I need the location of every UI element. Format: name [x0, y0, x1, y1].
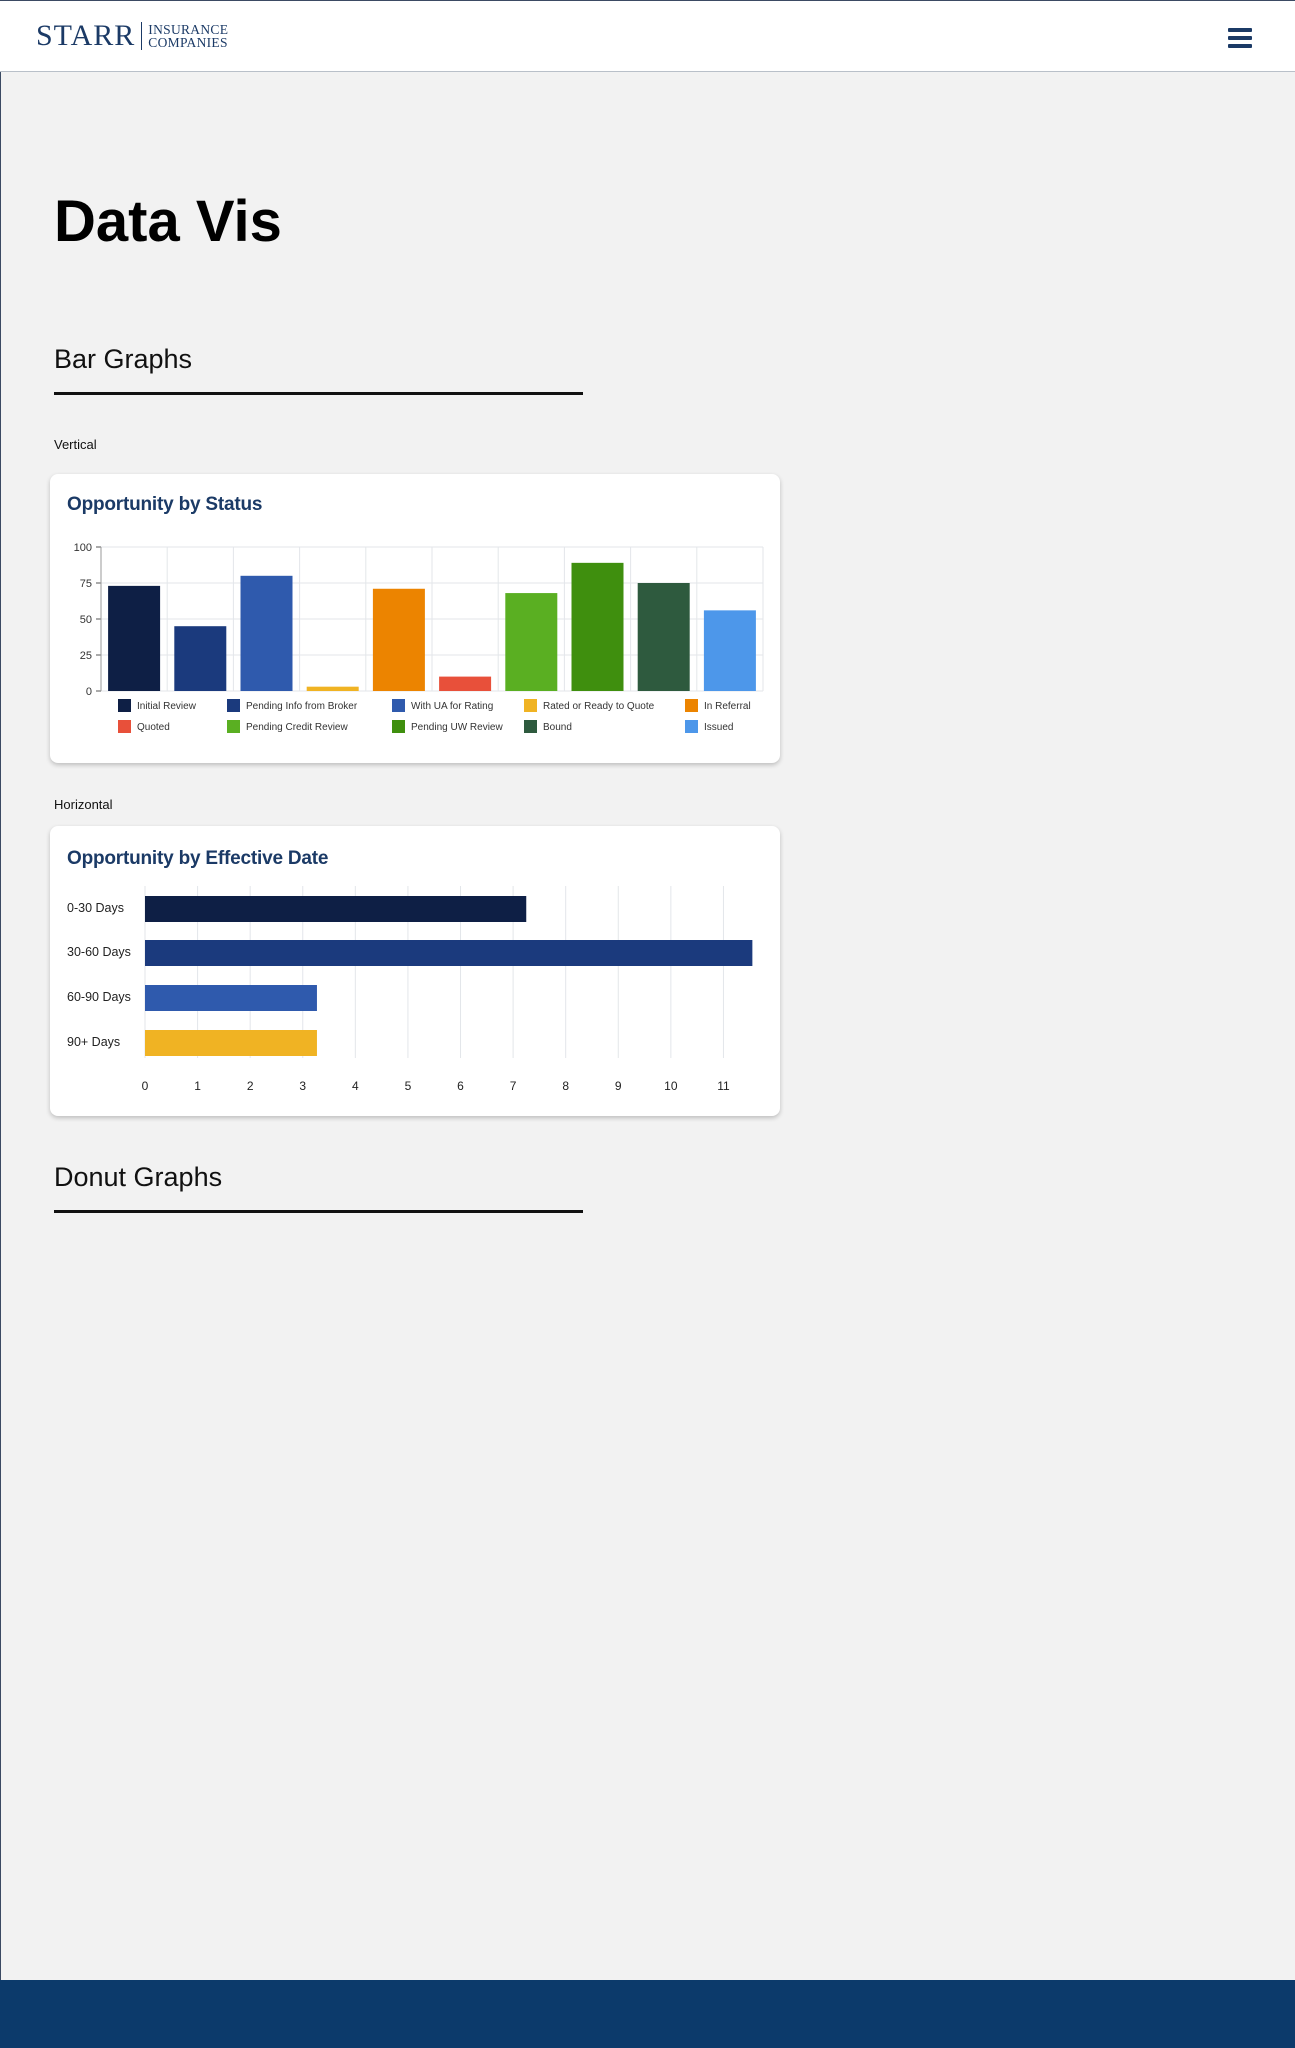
bar — [174, 626, 227, 691]
logo-subtitle: INSURANCE COMPANIES — [148, 22, 229, 50]
legend-swatch — [118, 720, 131, 733]
x-tick-label: 8 — [562, 1079, 569, 1093]
logo-subtitle-line1: INSURANCE — [148, 22, 229, 37]
logo-divider — [141, 22, 143, 50]
logo-subtitle-line2: COMPANIES — [148, 35, 228, 50]
legend-swatch — [392, 699, 405, 712]
x-tick-label: 2 — [247, 1079, 254, 1093]
horizontal-label: Horizontal — [54, 797, 113, 812]
y-tick-label: 25 — [80, 650, 92, 662]
bar — [145, 896, 527, 922]
section-heading-donut-graphs: Donut Graphs — [54, 1162, 223, 1192]
bar — [145, 940, 753, 966]
legend-label: Pending Info from Broker — [246, 701, 358, 712]
x-tick-label: 7 — [510, 1079, 517, 1093]
bar — [505, 593, 558, 691]
legend-swatch — [685, 720, 698, 733]
bar — [145, 1030, 317, 1056]
site-header: STARR INSURANCE COMPANIES — [0, 0, 1295, 72]
legend-label: Quoted — [137, 722, 170, 733]
bar — [571, 562, 624, 691]
section-divider — [54, 392, 583, 395]
vertical-bar-chart: 0 25 50 75 100 Initial Review Pending Info fro… — [74, 542, 764, 733]
bar — [145, 985, 317, 1011]
legend-label: Issued — [704, 722, 733, 733]
y-tick-label: 75 — [80, 578, 92, 590]
legend-label: Initial Review — [137, 701, 197, 712]
y-category-label: 60-90 Days — [67, 990, 131, 1004]
legend-swatch — [524, 699, 537, 712]
horizontal-bar-chart-card: Opportunity by Effective Date 0 1 2 3 4 5 6 7 8 9… — [50, 826, 780, 1116]
x-tick-label: 3 — [299, 1079, 306, 1093]
y-tick-label: 100 — [74, 542, 92, 554]
y-category-label: 90+ Days — [67, 1035, 120, 1049]
chart-title: Opportunity by Effective Date — [67, 848, 329, 869]
legend-swatch — [524, 720, 537, 733]
bar — [703, 610, 756, 691]
x-tick-label: 9 — [615, 1079, 622, 1093]
bar — [372, 588, 425, 691]
hamburger-menu-icon[interactable] — [1228, 28, 1252, 48]
logo-wordmark: STARR — [36, 19, 136, 52]
y-tick-label: 50 — [80, 614, 92, 626]
section-heading-bar-graphs: Bar Graphs — [54, 344, 193, 374]
legend-swatch — [227, 720, 240, 733]
vertical-label: Vertical — [54, 437, 97, 452]
y-category-label: 0-30 Days — [67, 901, 124, 915]
legend-swatch — [118, 699, 131, 712]
bar — [108, 585, 161, 691]
legend-label: In Referral — [704, 701, 751, 712]
x-tick-label: 6 — [457, 1079, 464, 1093]
bar — [240, 575, 293, 691]
site-footer — [0, 1980, 1295, 2048]
section-divider — [54, 1210, 583, 1213]
starr-logo[interactable]: STARR INSURANCE COMPANIES — [36, 21, 228, 51]
x-tick-label: 4 — [352, 1079, 359, 1093]
y-tick-label: 0 — [86, 686, 92, 698]
x-tick-label: 1 — [194, 1079, 201, 1093]
x-tick-label: 11 — [717, 1079, 730, 1093]
legend-swatch — [685, 699, 698, 712]
legend-label: Pending Credit Review — [246, 722, 348, 733]
legend-label: Bound — [543, 722, 572, 733]
legend-swatch — [392, 720, 405, 733]
bar — [306, 686, 359, 691]
x-tick-label: 10 — [664, 1079, 678, 1093]
bar — [439, 676, 492, 691]
vertical-bar-chart-card: Opportunity by Status 0 25 50 75 100 Initial … — [50, 474, 780, 763]
legend-label: With UA for Rating — [411, 701, 493, 712]
x-tick-label: 0 — [142, 1079, 149, 1093]
x-tick-label: 5 — [405, 1079, 412, 1093]
y-category-label: 30-60 Days — [67, 945, 131, 959]
legend-label: Rated or Ready to Quote — [543, 701, 655, 712]
chart-title: Opportunity by Status — [67, 494, 263, 515]
legend-swatch — [227, 699, 240, 712]
legend-label: Pending UW Review — [411, 722, 503, 733]
bar — [637, 583, 690, 691]
horizontal-bar-chart: 0 1 2 3 4 5 6 7 8 9 10 11 0-30 Days 30-60 Days 60-90 D… — [67, 886, 753, 1093]
page-title: Data Vis — [54, 189, 282, 254]
